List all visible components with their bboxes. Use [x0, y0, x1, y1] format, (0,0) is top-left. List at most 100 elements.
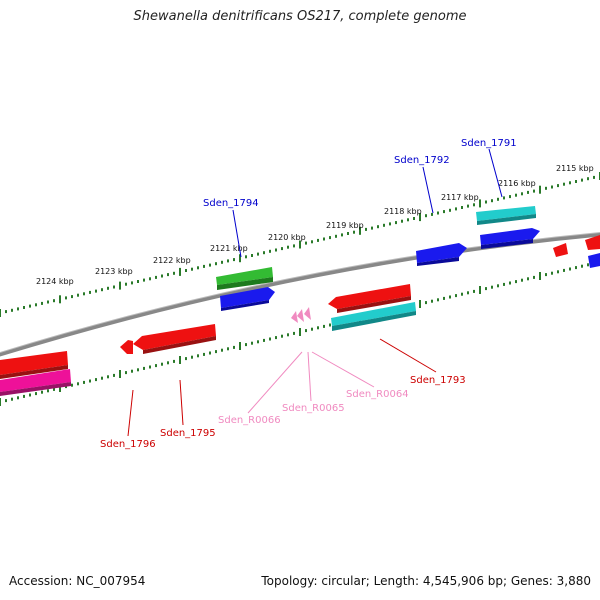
label-sden-1796[interactable]: Sden_1796 — [100, 439, 156, 450]
gene-labels: Sden_1791 Sden_1792 Sden_1794 Sden_1793 … — [100, 138, 517, 450]
gene-sden-1794[interactable] — [216, 267, 273, 285]
gene-sden-1795[interactable] — [133, 324, 216, 350]
lower-ring-minor-tick — [287, 333, 289, 337]
upper-ring-minor-tick — [467, 204, 469, 208]
gene-sden-r0064[interactable] — [304, 307, 311, 320]
lower-ring-minor-tick — [5, 399, 7, 403]
lower-ring-minor-tick — [53, 387, 55, 391]
accession-text: Accession: NC_007954 — [9, 574, 146, 588]
lower-ring-minor-tick — [197, 354, 199, 358]
lower-ring-minor-tick — [83, 380, 85, 384]
lower-ring-minor-tick — [95, 378, 97, 382]
gene-blue-partial-right[interactable] — [588, 253, 600, 268]
label-sden-1794[interactable]: Sden_1794 — [203, 198, 259, 209]
upper-ring-minor-tick — [527, 190, 529, 194]
lower-ring-minor-tick — [329, 323, 331, 327]
gene-cyan-inner[interactable] — [331, 302, 416, 326]
upper-ring-minor-tick — [485, 200, 487, 204]
lower-ring-minor-tick — [587, 263, 589, 267]
label-sden-1795[interactable]: Sden_1795 — [160, 428, 216, 439]
upper-ring-minor-tick — [353, 230, 355, 234]
callout-sden-1794 — [232, 209, 242, 258]
upper-ring-minor-tick — [161, 274, 163, 278]
lower-ring-minor-tick — [293, 331, 295, 335]
upper-ring-minor-tick — [143, 278, 145, 282]
upper-ring-minor-tick — [413, 217, 415, 220]
label-sden-r0064[interactable]: Sden_R0064 — [346, 389, 409, 400]
scale-label-2123: 2123 kbp — [95, 267, 133, 276]
label-sden-r0066[interactable]: Sden_R0066 — [218, 415, 281, 426]
upper-ring-major-tick — [539, 185, 541, 194]
lower-ring-minor-tick — [29, 393, 31, 397]
upper-ring-minor-tick — [245, 255, 247, 259]
upper-ring-minor-tick — [407, 218, 409, 222]
gene-sden-r0065[interactable] — [297, 309, 304, 322]
gene-red-small-right[interactable] — [553, 243, 568, 257]
lower-ring-minor-tick — [269, 337, 271, 341]
lower-ring-major-tick — [119, 370, 121, 378]
lower-ring-minor-tick — [35, 392, 37, 396]
upper-ring-minor-tick — [257, 252, 259, 256]
label-sden-r0065[interactable]: Sden_R0065 — [282, 403, 345, 414]
gene-sden-1793[interactable] — [328, 284, 411, 309]
gene-sden-1793-shadow — [337, 296, 411, 313]
upper-ring-minor-tick — [251, 254, 253, 257]
label-sden-1792[interactable]: Sden_1792 — [394, 155, 450, 166]
upper-ring-minor-tick — [305, 241, 307, 245]
callout-sden-r0065 — [307, 351, 312, 402]
lower-ring-minor-tick — [155, 364, 157, 368]
upper-ring-minor-tick — [455, 207, 457, 211]
upper-ring-minor-tick — [227, 259, 229, 263]
lower-ring-major-tick — [419, 300, 421, 308]
gene-magenta-left[interactable] — [0, 369, 71, 392]
lower-ring-minor-tick — [245, 343, 247, 347]
upper-ring-minor-tick — [551, 185, 553, 189]
lower-ring-minor-tick — [209, 351, 211, 355]
upper-ring-major-tick — [239, 254, 241, 263]
upper-ring-minor-tick — [41, 301, 43, 305]
gene-sden-1795-shadow — [143, 336, 216, 354]
label-sden-1793[interactable]: Sden_1793 — [410, 375, 466, 386]
gene-sden-1791[interactable] — [476, 206, 536, 221]
upper-ring-minor-tick — [503, 196, 505, 200]
lower-ring-minor-tick — [323, 324, 325, 328]
lower-ring-minor-tick — [17, 396, 19, 400]
upper-ring-minor-tick — [389, 222, 391, 226]
upper-ring-minor-tick — [431, 212, 433, 216]
upper-ring-minor-tick — [461, 206, 463, 209]
gene-sden-1796-shadow — [0, 365, 68, 379]
upper-ring-minor-tick — [35, 303, 37, 307]
gene-sden-1792[interactable] — [416, 243, 467, 263]
scale-label-2115: 2115 kbp — [556, 164, 594, 173]
lower-ring-minor-tick — [545, 273, 547, 277]
gene-sden-1792-upper-shadow — [481, 239, 533, 249]
upper-ring-minor-tick — [587, 177, 589, 181]
gene-red-small-left[interactable] — [120, 340, 133, 354]
scale-label-2118: 2118 kbp — [384, 207, 422, 216]
gene-red-partial-right[interactable] — [585, 235, 600, 250]
upper-ring-minor-tick — [497, 197, 499, 201]
gene-sden-r0066[interactable] — [291, 311, 298, 323]
upper-ring-minor-tick — [377, 225, 379, 229]
upper-ring-minor-tick — [191, 267, 193, 271]
upper-ring-minor-tick — [275, 248, 277, 252]
lower-ring-major-tick — [0, 398, 1, 406]
upper-ring-minor-tick — [335, 234, 337, 238]
upper-ring-minor-tick — [17, 307, 19, 311]
upper-ring-minor-tick — [215, 262, 217, 266]
lower-ring-minor-tick — [251, 341, 253, 345]
lower-ring-minor-tick — [173, 359, 175, 363]
gene-sden-1796[interactable] — [0, 351, 68, 375]
gene-blue-sden-1794-area[interactable] — [220, 287, 275, 308]
scale-label-2116: 2116 kbp — [498, 179, 536, 188]
upper-ring-minor-tick — [131, 281, 133, 285]
upper-ring-minor-tick — [5, 310, 7, 314]
label-sden-1791[interactable]: Sden_1791 — [461, 138, 517, 149]
genome-backbone — [0, 232, 600, 357]
upper-ring-minor-tick — [167, 273, 169, 277]
gene-sden-1792-upper[interactable] — [480, 228, 540, 245]
lower-ring-minor-tick — [563, 268, 565, 272]
upper-ring-minor-tick — [311, 240, 313, 244]
lower-ring-minor-tick — [275, 336, 277, 340]
upper-ring-minor-tick — [155, 275, 157, 279]
